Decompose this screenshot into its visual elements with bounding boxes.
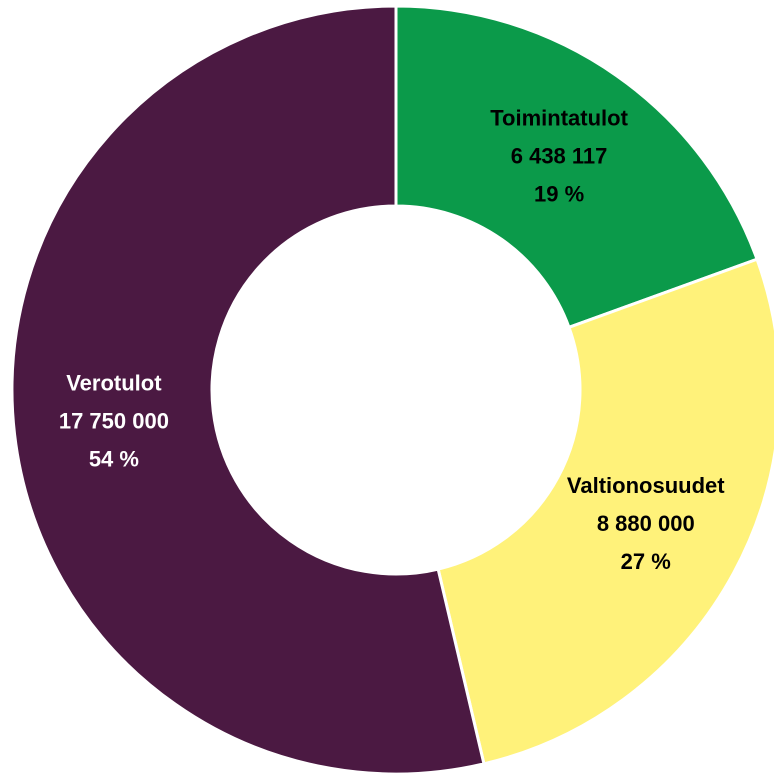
donut-slice <box>394 4 759 330</box>
slice-category-label: Valtionosuudet <box>567 473 725 498</box>
slice-category-label: Toimintatulot <box>490 105 628 130</box>
slice-percent-label: 27 % <box>621 549 671 574</box>
slice-category-label: Verotulot <box>66 371 162 396</box>
slice-percent-label: 54 % <box>89 447 139 472</box>
slice-value-label: 8 880 000 <box>597 511 695 536</box>
slice-value-label: 17 750 000 <box>59 409 169 434</box>
donut-slice <box>436 257 774 766</box>
donut-slice <box>10 4 486 776</box>
slice-value-label: 6 438 117 <box>511 143 608 168</box>
slice-percent-label: 19 % <box>534 181 584 206</box>
